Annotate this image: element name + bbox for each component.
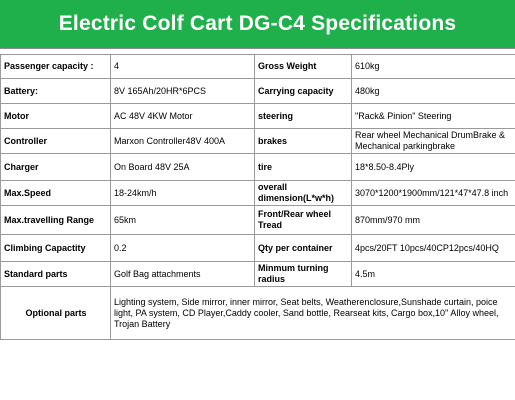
spec-value: 8V 165Ah/20HR*6PCS	[110, 78, 255, 104]
spec-label: Front/Rear wheel Tread	[254, 205, 352, 235]
optional-parts-row: Optional parts Lighting system, Side mir…	[0, 286, 515, 340]
spec-label: Motor	[0, 103, 111, 129]
spec-table: Passenger capacity : 4 Gross Weight 610k…	[0, 54, 515, 340]
table-row: Climbing Capactity 0.2 Qty per container…	[0, 234, 515, 262]
spec-value: Rear wheel Mechanical DrumBrake & Mechan…	[351, 128, 515, 154]
spec-label: brakes	[254, 128, 352, 154]
spec-label: Qty per container	[254, 234, 352, 262]
spec-value: AC 48V 4KW Motor	[110, 103, 255, 129]
spec-label: Carrying capacity	[254, 78, 352, 104]
spec-value: 4pcs/20FT 10pcs/40CP12pcs/40HQ	[351, 234, 515, 262]
table-row: Charger On Board 48V 25A tire 18*8.50-8.…	[0, 153, 515, 181]
spec-label: Max.travelling Range	[0, 205, 111, 235]
spec-value: 0.2	[110, 234, 255, 262]
spec-value: 610kg	[351, 54, 515, 79]
spec-value: Golf Bag attachments	[110, 261, 255, 287]
spec-label: tire	[254, 153, 352, 181]
table-row: Standard parts Golf Bag attachments Minm…	[0, 261, 515, 287]
spec-label: Passenger capacity :	[0, 54, 111, 79]
spec-label: Battery:	[0, 78, 111, 104]
optional-parts-label: Optional parts	[0, 286, 111, 340]
spec-label: Gross Weight	[254, 54, 352, 79]
spec-label: Climbing Capactity	[0, 234, 111, 262]
spec-value: 4	[110, 54, 255, 79]
spec-value: 18-24km/h	[110, 180, 255, 206]
spec-value: 18*8.50-8.4Ply	[351, 153, 515, 181]
spec-value: On Board 48V 25A	[110, 153, 255, 181]
spec-label: overall dimension(L*w*h)	[254, 180, 352, 206]
spec-label: Controller	[0, 128, 111, 154]
spec-value: 3070*1200*1900mm/121*47*47.8 inch	[351, 180, 515, 206]
spec-value: 870mm/970 mm	[351, 205, 515, 235]
table-row: Passenger capacity : 4 Gross Weight 610k…	[0, 54, 515, 79]
spec-value: 4.5m	[351, 261, 515, 287]
optional-parts-value: Lighting system, Side mirror, inner mirr…	[110, 286, 515, 340]
spec-value: 65km	[110, 205, 255, 235]
table-row: Max.travelling Range 65km Front/Rear whe…	[0, 205, 515, 235]
table-row: Max.Speed 18-24km/h overall dimension(L*…	[0, 180, 515, 206]
spec-label: Standard parts	[0, 261, 111, 287]
table-row: Battery: 8V 165Ah/20HR*6PCS Carrying cap…	[0, 78, 515, 104]
spec-value: "Rack& Pinion" Steering	[351, 103, 515, 129]
title-banner: Electric Colf Cart DG-C4 Specifications	[0, 0, 515, 49]
spec-value: Marxon Controller48V 400A	[110, 128, 255, 154]
spec-label: Minmum turning radius	[254, 261, 352, 287]
spec-label: Max.Speed	[0, 180, 111, 206]
table-row: Controller Marxon Controller48V 400A bra…	[0, 128, 515, 154]
spec-label: Charger	[0, 153, 111, 181]
table-row: Motor AC 48V 4KW Motor steering "Rack& P…	[0, 103, 515, 129]
spec-label: steering	[254, 103, 352, 129]
page-title: Electric Colf Cart DG-C4 Specifications	[58, 12, 457, 35]
spec-value: 480kg	[351, 78, 515, 104]
